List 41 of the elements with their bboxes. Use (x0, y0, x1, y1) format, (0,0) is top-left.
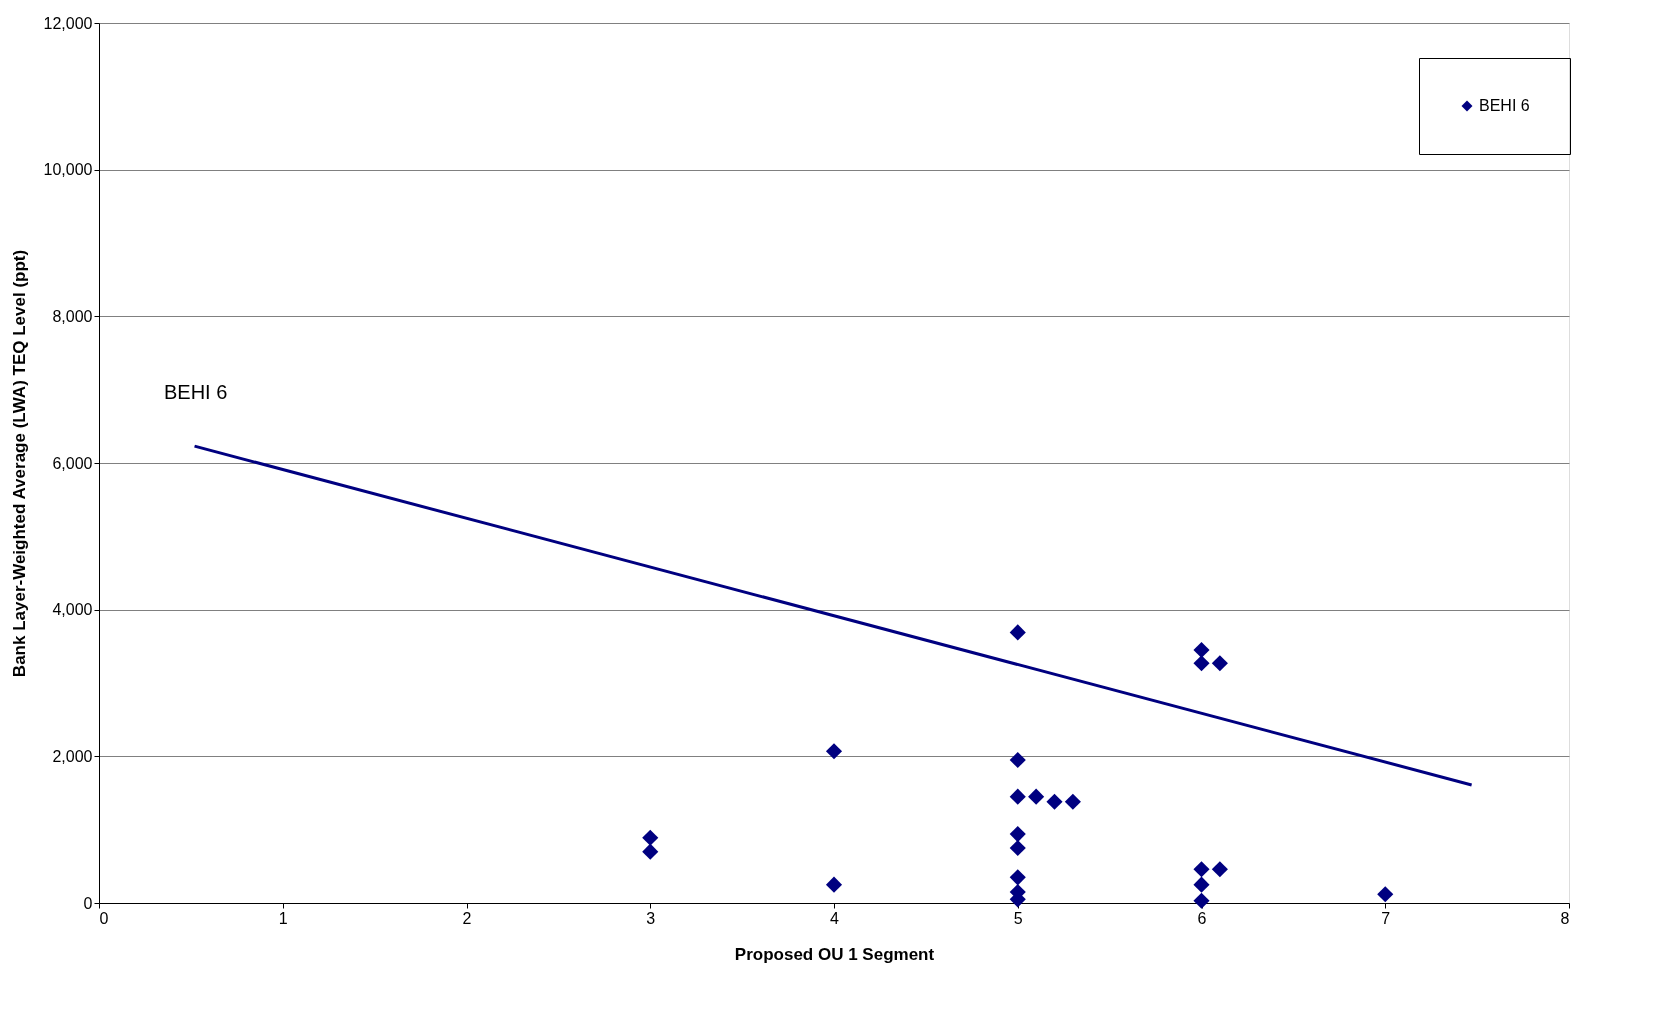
point (1193, 876, 1210, 893)
point (1009, 624, 1026, 641)
point (1064, 793, 1081, 810)
y-tick-label: 0 (83, 894, 93, 912)
x-tick-label: 3 (646, 909, 656, 927)
y-axis-title: Bank Layer-Weighted Average (LWA) TEQ Level (ppt) (9, 249, 29, 678)
point (1193, 861, 1210, 878)
point (642, 829, 659, 846)
point (1193, 655, 1210, 672)
point (1009, 869, 1026, 886)
y-tick-label: 8,000 (52, 307, 93, 325)
x-tick-label: 0 (99, 909, 109, 927)
point (825, 743, 843, 760)
annotation: BEHI 6 (164, 381, 228, 403)
x-tick-label: 7 (1381, 909, 1391, 927)
point (1377, 886, 1394, 903)
point (1211, 861, 1228, 878)
x-axis-title: Proposed OU 1 Segment (734, 944, 935, 964)
x-tick-label: 5 (1013, 909, 1023, 927)
x-tick-label: 4 (830, 909, 840, 927)
point (1009, 826, 1026, 843)
point (1193, 892, 1210, 909)
point (1046, 793, 1063, 810)
y-tick-label: 4,000 (52, 601, 93, 619)
x-tick-label: 8 (1560, 909, 1570, 927)
y-tick-label: 12,000 (43, 14, 93, 32)
point (1009, 751, 1026, 769)
y-tick-label: 2,000 (52, 747, 93, 765)
point (642, 843, 659, 860)
x-tick-label: 6 (1197, 909, 1207, 927)
point (1211, 655, 1228, 672)
x-tick-label: 2 (462, 909, 472, 927)
point (1009, 788, 1026, 805)
x-tick-label: 1 (278, 909, 288, 927)
point (1193, 641, 1210, 659)
y-tick-label: 10,000 (43, 161, 93, 179)
y-tick-label: 6,000 (52, 454, 93, 472)
point (1028, 788, 1045, 805)
point (1009, 839, 1026, 857)
point (825, 876, 843, 893)
legend-label: BEHI 6 (1479, 97, 1530, 114)
